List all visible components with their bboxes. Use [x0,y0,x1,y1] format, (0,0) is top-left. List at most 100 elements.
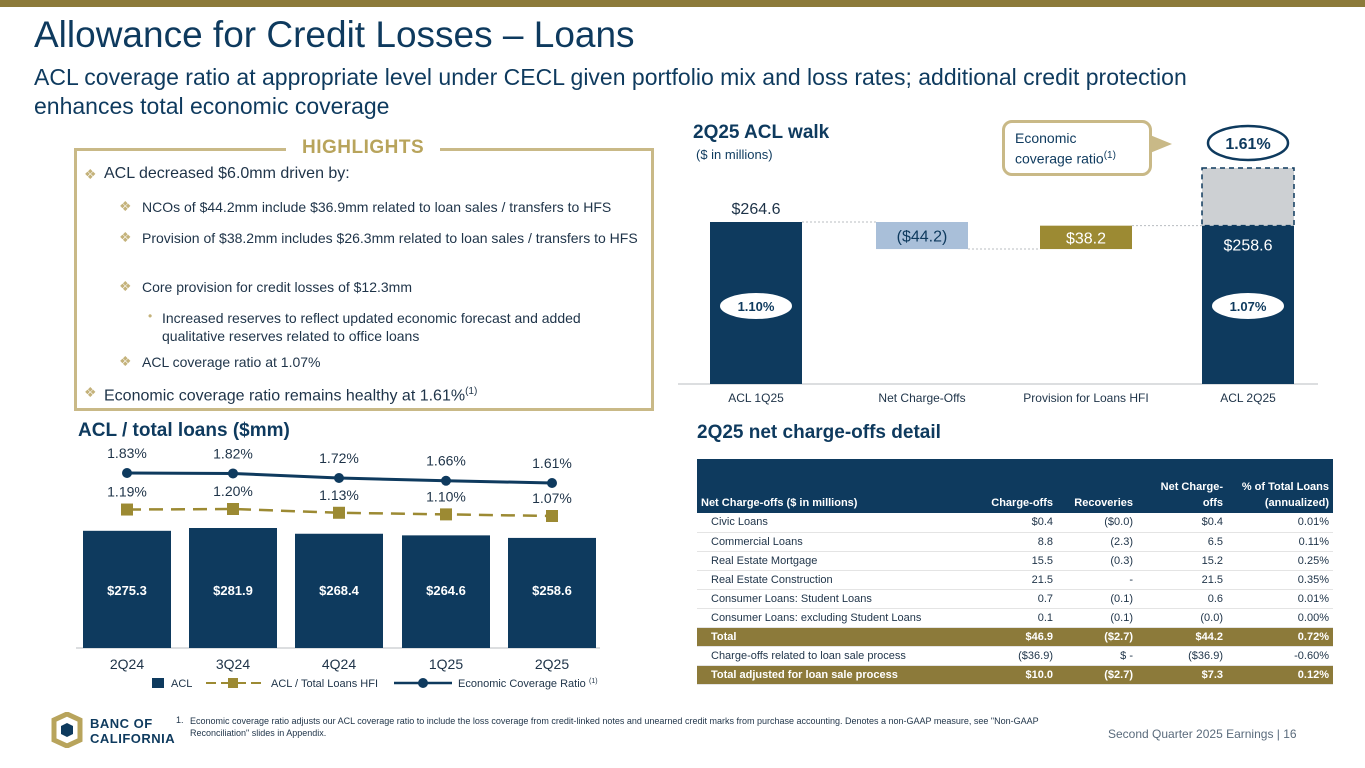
callout-line2-text: coverage ratio [1015,150,1104,167]
ratio-marker [121,503,133,516]
table-cell: 0.35% [1227,570,1333,590]
table-cell: (0.0) [1137,608,1227,628]
legend-ratio-label: ACL / Total Loans HFI [271,678,378,690]
callout-line1: Economic [1015,130,1077,146]
walk-category-label: ACL 1Q25 [728,391,784,405]
acl-bar [295,533,383,648]
walk-bar-economic [1201,167,1295,227]
logo-line1: BANC OF [90,716,153,731]
table-cell: 0.12% [1227,665,1333,685]
table-cell: (0.3) [1057,551,1137,571]
walk-title: 2Q25 ACL walk [693,122,830,143]
table-cell: 0.01% [1227,513,1333,533]
econ-label: 1.72% [319,450,359,466]
page-subtitle: ACL coverage ratio at appropriate level … [34,64,1187,119]
table-row: Consumer Loans: excluding Student Loans 0… [697,608,1333,628]
bullet-dot-icon: • [148,309,153,323]
acl-bar-label: $264.6 [426,583,466,598]
ratio-marker [440,508,452,521]
walk-value-label: $264.6 [732,201,781,218]
highlight-item: Provision of $38.2mm includes $26.3mm re… [142,230,638,246]
table-cell: 21.5 [957,570,1057,590]
footnote-ref: (1) [465,386,478,397]
econ-marker [547,478,557,488]
table-cell: Civic Loans [697,513,957,533]
acl-category-label: 2Q24 [110,656,144,672]
table-cell: (0.1) [1057,608,1137,628]
table-cell: - [1057,570,1137,590]
econ-marker [334,473,344,483]
econ-marker [228,468,238,479]
table-cell: 0.25% [1227,551,1333,571]
nco-table: Net Charge-offs ($ in millions) Charge-o… [697,459,1333,685]
table-cell: -0.60% [1227,646,1333,666]
acl-bar [83,530,171,648]
table-cell: 15.2 [1137,551,1227,571]
walk-subtitle: ($ in millions) [696,147,773,162]
walk-category-label: ACL 2Q25 [1220,391,1276,405]
ratio-label: 1.10% [738,299,775,314]
table-cell: 0.1 [957,608,1057,628]
diamond-bullet-icon: ❖ [119,198,132,214]
walk-value-label: ($44.2) [897,229,948,246]
logo-line2: CALIFORNIA [90,731,176,746]
table-cell: $46.9 [957,627,1057,647]
table-cell: 6.5 [1137,532,1227,552]
highlights-title: HIGHLIGHTS [286,137,441,159]
table-header-cell: % of Total Loans (annualized) [1227,459,1333,513]
table-row: Charge-offs related to loan sale process… [697,646,1333,666]
ratio-label: 1.10% [426,488,466,504]
legend-acl-label: ACL [171,678,192,690]
nco-title: 2Q25 net charge-offs detail [697,422,941,443]
table-cell: Real Estate Construction [697,570,957,590]
highlight-item: ACL coverage ratio at 1.07% [142,354,321,370]
legend-acl-swatch [152,678,164,688]
ratio-marker [546,510,558,522]
table-total-row: Total $46.9 ($2.7) $44.2 0.72% [697,627,1333,647]
econ-label: 1.66% [426,453,466,469]
ratio-label: 1.19% [107,484,147,500]
table-cell: Real Estate Mortgage [697,551,957,571]
acl-bar [508,537,596,648]
table-row: Commercial Loans 8.8 (2.3) 6.5 0.11% [697,532,1333,552]
table-row: Real Estate Mortgage 15.5 (0.3) 15.2 0.25% [697,551,1333,571]
table-cell: Total [697,627,957,647]
table-header-cell: Recoveries [1057,459,1137,513]
table-cell: $0.4 [1137,513,1227,533]
econ-ratio-label: 1.61% [1225,136,1270,153]
legend-econ-marker [418,678,428,688]
table-cell: 0.72% [1227,627,1333,647]
legend-econ-label: Economic Coverage Ratio [458,678,586,690]
ratio-label: 1.13% [319,487,359,503]
ratio-line [126,507,553,518]
diamond-bullet-icon: ❖ [84,166,97,182]
acl-category-label: 2Q25 [535,656,569,672]
acl-bar-label: $258.6 [532,583,572,598]
walk-category-label: Provision for Loans HFI [1023,391,1148,405]
diamond-bullet-icon: ❖ [119,353,132,369]
legend-ratio-marker [228,678,238,688]
ratio-marker [227,503,239,515]
table-cell: 0.00% [1227,608,1333,628]
callout-line2: coverage ratio(1) [1015,147,1139,168]
ratio-ellipse [718,291,794,321]
acl-bar-label: $268.4 [319,583,360,598]
table-cell: ($36.9) [957,646,1057,666]
footnote: Economic coverage ratio adjusts our ACL … [190,716,1039,738]
acl-category-label: 1Q25 [429,656,463,672]
walk-bar-nco [876,222,968,250]
table-cell: 21.5 [1137,570,1227,590]
table-header-cell: Net Charge-offs [1137,459,1227,513]
acl-bar-label: $275.3 [107,583,147,598]
bank-logo-icon [51,712,83,748]
table-cell: $0.4 [957,513,1057,533]
table-cell: 8.8 [957,532,1057,552]
callout-box: Economic coverage ratio(1) [1002,120,1152,176]
econ-label: 1.61% [532,455,572,471]
acl-bar [189,528,277,648]
table-row: Consumer Loans: Student Loans 0.7 (0.1) 0.6… [697,589,1333,609]
table-row: Real Estate Construction 21.5-21.5 0.35% [697,570,1333,590]
page-title: Allowance for Credit Losses – Loans [34,14,635,55]
